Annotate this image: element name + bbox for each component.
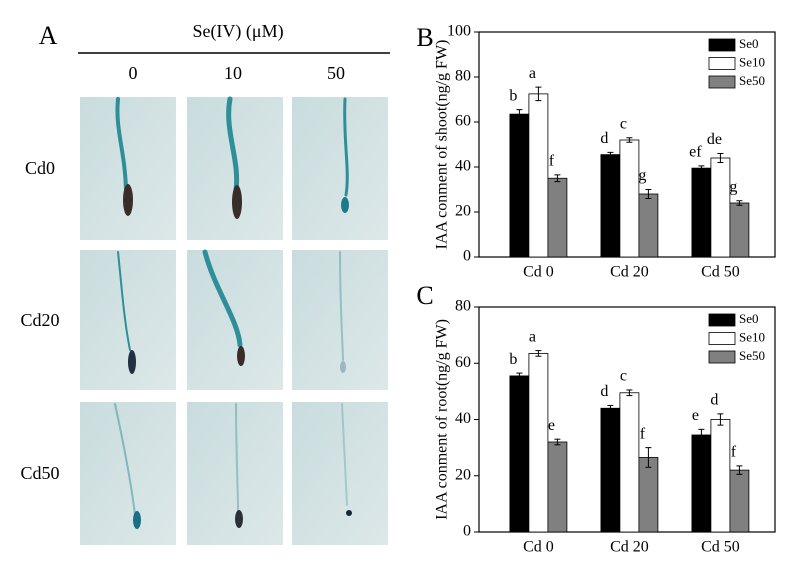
error-bar [736, 200, 743, 206]
bar [710, 157, 731, 258]
bar [729, 202, 750, 258]
y-tick-label: 20 [455, 203, 471, 220]
legend-swatch [708, 38, 736, 52]
panel-label: C [416, 281, 433, 310]
error-bar [554, 174, 561, 183]
row-label: Cd20 [20, 310, 59, 330]
bar [619, 392, 640, 533]
y-tick-label: 0 [463, 523, 471, 540]
y-axis-label: IAA conment of root(ng/g FW) [434, 319, 451, 520]
significance-letter: g [729, 178, 737, 195]
row-label: Cd50 [20, 463, 59, 483]
error-bar [645, 189, 652, 199]
error-bar [535, 86, 542, 102]
root-images [80, 96, 388, 545]
x-tick-label: Cd 50 [701, 264, 740, 281]
significance-letter: c [620, 115, 627, 132]
significance-letter: e [692, 407, 699, 424]
significance-letter: b [509, 351, 517, 368]
bar [638, 193, 659, 258]
significance-letter: d [710, 392, 718, 409]
significance-letter: e [548, 417, 555, 434]
y-tick-label: 40 [455, 410, 471, 427]
bar [509, 113, 530, 258]
significance-letter: a [529, 328, 536, 345]
error-bar [717, 413, 724, 426]
legend-swatch [708, 313, 736, 327]
column-label: 0 [129, 63, 138, 83]
significance-letter: d [600, 130, 608, 147]
error-bar [698, 165, 705, 171]
significance-letter: f [640, 425, 646, 442]
significance-letter: a [529, 65, 536, 82]
panel-label: A [39, 21, 58, 50]
bar [729, 469, 750, 533]
bar [547, 177, 568, 258]
column-label: 50 [327, 63, 345, 83]
legend-swatch [708, 57, 736, 70]
y-tick-label: 80 [455, 68, 471, 85]
legend-label: Se0 [739, 311, 759, 326]
significance-letter: ef [689, 144, 702, 161]
error-bar [736, 465, 743, 475]
column-label: 10 [224, 63, 242, 83]
y-tick-label: 40 [455, 158, 471, 175]
y-tick-label: 80 [455, 298, 471, 315]
error-bar [698, 428, 705, 442]
significance-letter: f [549, 153, 555, 170]
bar [638, 457, 659, 533]
error-bar [717, 153, 724, 163]
error-bar [607, 151, 614, 158]
legend-swatch [708, 75, 736, 89]
error-bar [626, 137, 633, 143]
bar [600, 154, 621, 258]
significance-letter: b [509, 87, 517, 104]
legend-label: Se50 [739, 73, 765, 88]
panel-label: B [416, 23, 433, 52]
bar [710, 419, 731, 533]
significance-letter: d [600, 383, 608, 400]
bar [528, 353, 549, 533]
legend-label: Se10 [739, 54, 765, 69]
error-bar [554, 438, 561, 446]
error-bar [626, 389, 633, 397]
error-bar [535, 350, 542, 357]
significance-letter: de [707, 131, 722, 148]
bar [528, 93, 549, 258]
bar [691, 434, 712, 533]
panel-a: A Se(IV) (μM) 0 10 50 Cd0 Cd20 Cd50 [20, 21, 390, 545]
error-bar [645, 447, 652, 468]
panel-title: Se(IV) (μM) [192, 21, 283, 42]
bar [691, 167, 712, 258]
error-bar [516, 372, 523, 380]
y-tick-label: 60 [455, 113, 471, 130]
y-axis-label: IAA conment of shoot(ng/g FW) [434, 40, 451, 250]
row-label: Cd0 [25, 158, 55, 178]
x-tick-label: Cd 0 [523, 264, 554, 281]
x-tick-label: Cd 20 [610, 264, 649, 281]
bar [600, 407, 621, 533]
y-tick-label: 20 [455, 466, 471, 483]
legend-label: Se10 [739, 329, 765, 344]
x-tick-label: Cd 20 [610, 539, 649, 556]
legend-swatch [708, 350, 736, 364]
bar [547, 441, 568, 533]
significance-letter: c [620, 368, 627, 385]
bar [509, 375, 530, 533]
legend-swatch [708, 332, 736, 345]
bar [619, 139, 640, 258]
legend-label: Se50 [739, 348, 765, 363]
y-tick-label: 100 [447, 23, 471, 40]
y-tick-label: 60 [455, 354, 471, 371]
error-bar [516, 109, 523, 120]
significance-letter: g [638, 167, 646, 184]
error-bar [607, 404, 614, 412]
significance-letter: f [731, 444, 737, 461]
x-tick-label: Cd 50 [701, 539, 740, 556]
x-tick-label: Cd 0 [523, 539, 554, 556]
y-tick-label: 0 [463, 248, 471, 265]
legend-label: Se0 [739, 36, 759, 51]
